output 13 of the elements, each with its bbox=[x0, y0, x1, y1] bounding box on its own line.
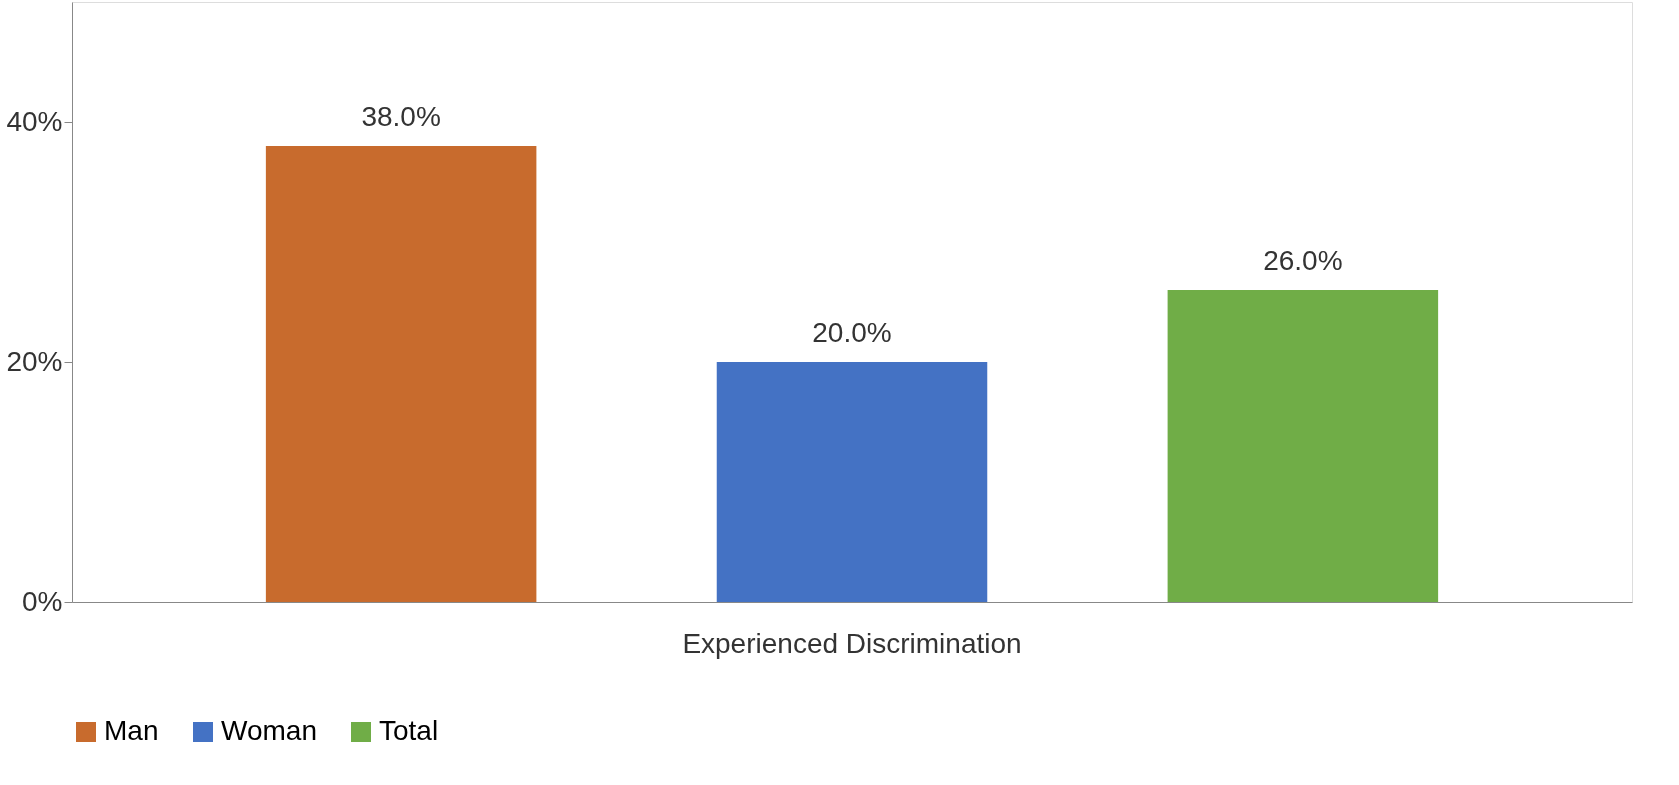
legend-label: Man bbox=[104, 715, 159, 746]
bar bbox=[1167, 290, 1439, 602]
data-label: 38.0% bbox=[361, 101, 441, 132]
bar bbox=[716, 362, 988, 602]
y-tick-label: 20% bbox=[6, 345, 63, 377]
legend-label: Total bbox=[379, 715, 439, 746]
bar bbox=[265, 146, 537, 602]
y-tick-label: 0% bbox=[22, 585, 63, 617]
data-label: 26.0% bbox=[1263, 245, 1343, 276]
y-tick-label: 40% bbox=[6, 105, 63, 137]
legend-label: Woman bbox=[221, 715, 317, 746]
x-tick-label: Experienced Discrimination bbox=[682, 627, 1022, 659]
data-label: 20.0% bbox=[812, 317, 892, 348]
